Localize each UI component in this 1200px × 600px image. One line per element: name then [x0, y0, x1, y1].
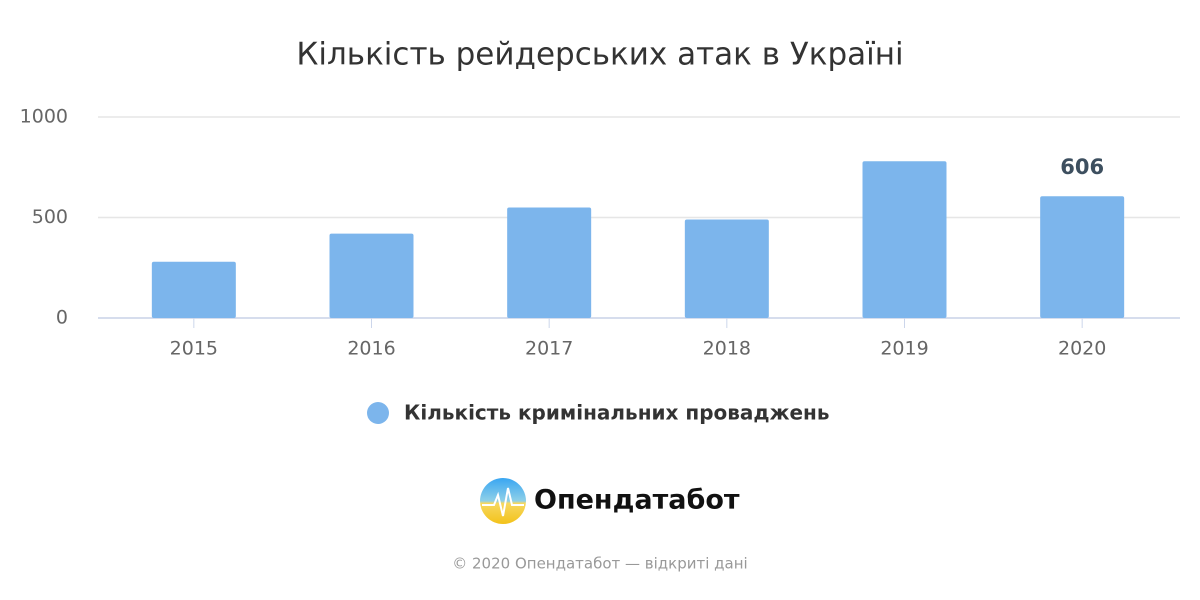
logo: Опендатабот: [480, 478, 740, 524]
x-tick-label: 2017: [525, 338, 573, 360]
y-tick-label: 0: [56, 307, 68, 329]
legend-marker: [367, 402, 389, 424]
x-tick-label: 2018: [703, 338, 751, 360]
logo-icon: [480, 478, 526, 524]
legend: Кількість кримінальних проваджень: [367, 401, 830, 425]
chart-title: Кількість рейдерських атак в Україні: [296, 37, 903, 73]
bar: [1040, 196, 1125, 318]
footer: © 2020 Опендатабот — відкриті дані: [452, 555, 747, 573]
y-tick-label: 1000: [20, 106, 68, 128]
x-tick-label: 2016: [347, 338, 395, 360]
bar: [151, 261, 236, 318]
bar: [507, 207, 592, 318]
x-tick-label: 2015: [170, 338, 218, 360]
logo-text: Опендатабот: [534, 485, 740, 516]
y-tick-label: 500: [32, 206, 68, 228]
bar: [684, 219, 769, 318]
x-tick-label: 2019: [880, 338, 928, 360]
x-tick-label: 2020: [1058, 338, 1106, 360]
bar: [862, 161, 947, 318]
legend-label: Кількість кримінальних проваджень: [404, 401, 830, 425]
bar: [329, 233, 414, 318]
logo-pulse: [482, 487, 524, 517]
data-label: 606: [1060, 155, 1104, 179]
